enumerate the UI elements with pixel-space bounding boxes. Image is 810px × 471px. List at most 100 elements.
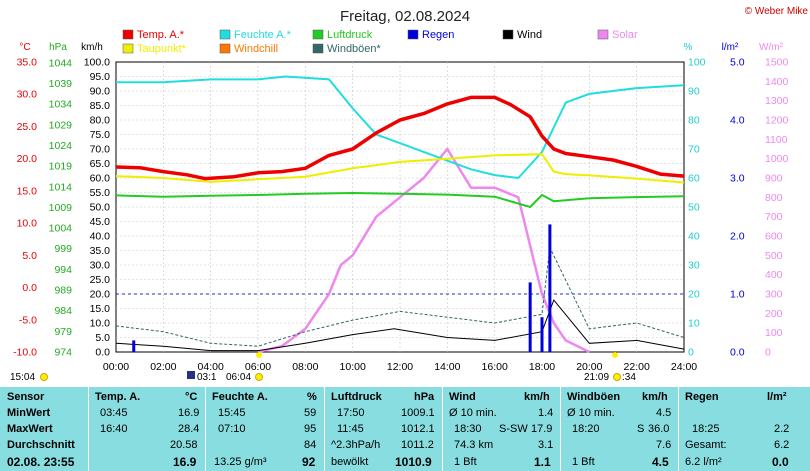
- gust-avg: 7.6: [656, 439, 672, 451]
- gust-max-value: 36.0: [648, 423, 670, 435]
- kmh-tick-label: 60.0: [90, 173, 111, 185]
- x-tick-label: 18:00: [529, 361, 555, 373]
- pressure-avg: 1011.2: [401, 439, 434, 451]
- temp-tick-label: 10.0: [17, 218, 38, 230]
- rain-max-time: 18:25: [692, 423, 720, 435]
- max-label: MaxWert: [7, 423, 53, 435]
- legend-label: Windböen*: [327, 43, 382, 55]
- kmh-tick-label: 20.0: [90, 289, 111, 301]
- solar-tick-label: 0: [765, 347, 771, 359]
- legend-label: Regen: [422, 29, 454, 41]
- wind-avg10-value: 1.4: [538, 407, 554, 419]
- kmh-tick-label: 0.0: [95, 347, 110, 359]
- x-tick-label: 04:00: [198, 361, 224, 373]
- rain-tick-label: 0.0: [730, 347, 745, 359]
- temp-tick-label: -10.0: [13, 347, 37, 359]
- solar-tick-label: 600: [765, 231, 783, 243]
- kmh-tick-label: 10.0: [90, 318, 111, 330]
- avg-label: Durchschnitt: [7, 439, 75, 451]
- hpa-tick-label: 999: [54, 243, 72, 255]
- wind-avg10-label: Ø 10 min.: [449, 407, 497, 419]
- series-taupunkt: [115, 153, 685, 184]
- kmh-tick-label: 55.0: [90, 187, 111, 199]
- pressure-current: 1010.9: [395, 455, 432, 469]
- wind-beaufort: 1 Bft: [454, 456, 477, 468]
- gust-header: Windböen: [567, 391, 621, 403]
- moon-icon: [187, 371, 195, 379]
- rain-bar: [548, 224, 552, 352]
- legend-label: Solar: [612, 29, 638, 41]
- kmh-tick-label: 35.0: [90, 245, 111, 257]
- kmh-tick-label: 40.0: [90, 231, 111, 243]
- kmh-tick-label: 45.0: [90, 216, 111, 228]
- solar-tick-label: 100: [765, 327, 783, 339]
- solar-tick-label: 400: [765, 269, 783, 281]
- rain-total-label: Gesamt:: [685, 439, 727, 451]
- rain-bar: [540, 317, 544, 352]
- legend: Temp. A.* Feuchte A.* Luftdruck Regen Wind So…: [122, 29, 638, 55]
- hpa-tick-label: 984: [54, 305, 72, 317]
- weather-state: bewölkt: [331, 456, 369, 468]
- sunset-time-2: :34: [622, 372, 636, 383]
- weather-chart: Freitag, 02.08.2024 © Weber Mike Temp. A…: [10, 6, 808, 383]
- x-tick-label: 16:00: [482, 361, 508, 373]
- humidity-avg: 84: [304, 439, 317, 451]
- wind-max-direction: S-SW: [499, 423, 528, 435]
- temp-tick-label: 0.0: [22, 282, 37, 294]
- humidity-min-time: 15:45: [218, 407, 246, 419]
- wind-avg: 3.1: [538, 439, 554, 451]
- pressure-min-time: 17:50: [337, 407, 365, 419]
- percent-tick-label: 0: [688, 347, 694, 359]
- rain-current: 0.0: [772, 455, 789, 469]
- temp-min-value: 16.9: [178, 407, 200, 419]
- humidity-unit: %: [307, 391, 317, 403]
- kmh-tick-label: 100.0: [84, 57, 110, 69]
- hpa-tick-label: 1044: [49, 57, 73, 69]
- percent-tick-label: 70: [688, 144, 700, 156]
- series-feuchte: [116, 75, 685, 180]
- wind-max-time: 18:30: [454, 423, 482, 435]
- temp-header: Temp. A.: [95, 391, 141, 403]
- gust-unit: km/h: [642, 391, 668, 403]
- x-tick-label: 06:00: [245, 361, 271, 373]
- kmh-tick-label: 15.0: [90, 303, 111, 315]
- solar-tick-label: 1500: [765, 57, 789, 69]
- temp-min-time: 03:45: [100, 407, 128, 419]
- x-tick-label: 02:00: [150, 361, 176, 373]
- x-tick-label: 14:00: [434, 361, 460, 373]
- hpa-tick-label: 994: [54, 264, 72, 276]
- legend-swatch: [597, 29, 609, 40]
- kmh-tick-label: 25.0: [90, 274, 111, 286]
- rain-rate: 6.2 l/m²: [685, 456, 722, 468]
- series-windboeen: [115, 245, 685, 347]
- wind-current: 1.1: [534, 455, 551, 469]
- x-tick-label: 20:00: [576, 361, 602, 373]
- temp-max-value: 28.4: [178, 423, 200, 435]
- rain-tick-label: 3.0: [730, 173, 745, 185]
- solar-tick-label: 1400: [765, 76, 789, 88]
- unit-percent: %: [684, 42, 693, 53]
- kmh-tick-label: 30.0: [90, 260, 111, 272]
- solar-tick-label: 900: [765, 173, 783, 185]
- sun-left-time: 15:04: [10, 372, 35, 383]
- min-label: MinWert: [7, 407, 51, 419]
- temp-tick-label: 25.0: [17, 121, 38, 133]
- hpa-tick-label: 1029: [49, 119, 73, 131]
- sun-marker-icon: [612, 352, 618, 358]
- solar-tick-label: 1000: [765, 153, 789, 165]
- legend-swatch: [219, 29, 231, 40]
- temp-unit: °C: [185, 391, 198, 403]
- solar-tick-label: 1200: [765, 115, 789, 127]
- unit-celsius: °C: [19, 42, 30, 53]
- hpa-tick-label: 1009: [49, 202, 73, 214]
- unit-hpa: hPa: [49, 42, 67, 53]
- legend-swatch: [219, 43, 231, 54]
- x-tick-label: 24:00: [671, 361, 697, 373]
- unit-solar: W/m²: [759, 42, 784, 53]
- series-temp: [115, 95, 685, 181]
- sun-marker-icon: [256, 352, 262, 358]
- wind-unit: km/h: [524, 391, 550, 403]
- temp-tick-label: 20.0: [17, 153, 38, 165]
- temp-avg: 20.58: [170, 439, 198, 451]
- rain-tick-label: 1.0: [730, 289, 745, 301]
